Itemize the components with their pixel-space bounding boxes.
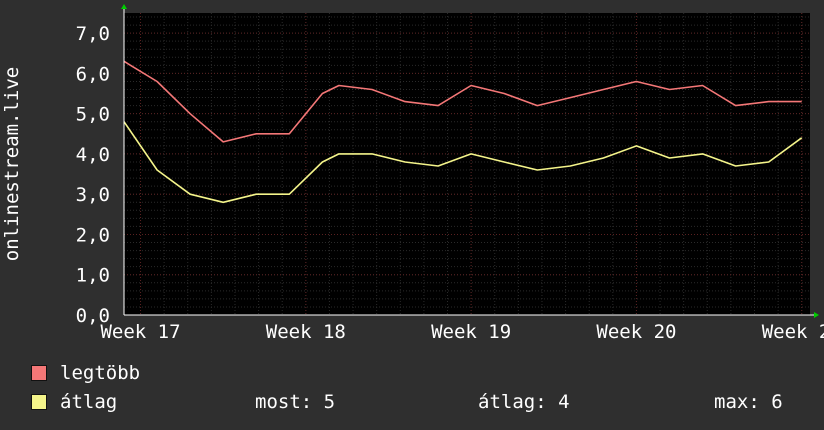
y-tick-label: 3,0 <box>76 184 110 206</box>
y-tick-label: 6,0 <box>76 63 110 85</box>
plot-area <box>124 13 810 315</box>
stat-atlag: átlag: 4 <box>478 391 570 413</box>
axes <box>121 4 819 318</box>
y-tick-label: 5,0 <box>76 104 110 126</box>
series-layer <box>123 60 803 204</box>
y-tick-label: 7,0 <box>76 23 110 45</box>
stat-most: most: 5 <box>255 391 336 413</box>
y-axis-arrow-icon <box>121 4 127 9</box>
y-axis-label: onlinestream.live <box>1 67 23 261</box>
x-tick-label: Week 19 <box>431 321 511 343</box>
x-tick-label: Week 21 <box>762 321 824 343</box>
legend-swatch-atlag <box>31 394 47 410</box>
x-tick-label: Week 17 <box>100 321 180 343</box>
series-line-atlag <box>123 121 803 204</box>
legend-label-atlag: átlag <box>60 391 118 413</box>
stat-max: max: 6 <box>714 391 783 413</box>
y-tick-label: 2,0 <box>76 224 110 246</box>
legend-item-atlag: átlag <box>31 391 117 413</box>
line-chart: 0,0 1,0 2,0 3,0 4,0 5,0 6,0 7,0 Week 17 Week 18 We… <box>1 4 824 343</box>
y-tick-label: 1,0 <box>76 265 110 287</box>
x-tick-label: Week 18 <box>266 321 346 343</box>
legend-item-legtobb: legtöbb <box>31 362 140 384</box>
series-line-legtobb <box>123 60 802 143</box>
legend-swatch-legtobb <box>31 365 47 381</box>
y-tick-label: 0,0 <box>76 305 110 327</box>
x-axis-arrow-icon <box>814 312 819 318</box>
legend-label-legtobb: legtöbb <box>60 362 141 384</box>
tick-labels: 0,0 1,0 2,0 3,0 4,0 5,0 6,0 7,0 Week 17 Week 18 We… <box>76 23 824 343</box>
y-tick-label: 4,0 <box>76 144 110 166</box>
x-tick-label: Week 20 <box>596 321 676 343</box>
